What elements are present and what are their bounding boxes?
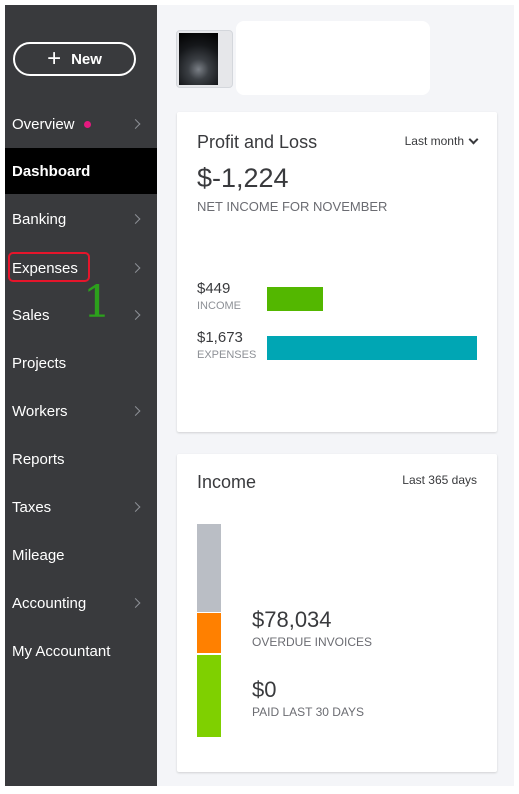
sidebar-item-workers[interactable]: Workers [5, 388, 157, 434]
company-name-box [236, 21, 430, 95]
card-title: Profit and Loss [197, 132, 318, 152]
overdue-invoices-segment[interactable] [197, 613, 221, 653]
sidebar-item-label: Banking [12, 210, 67, 228]
income-bar[interactable] [267, 287, 323, 311]
expenses-bar[interactable] [267, 336, 477, 360]
sidebar-item-mileage[interactable]: Mileage [5, 532, 157, 578]
sidebar-item-projects[interactable]: Projects [5, 340, 157, 386]
period-label: Last month [404, 134, 464, 148]
sidebar-item-label: Overview [12, 115, 75, 133]
sidebar-item-overview[interactable]: Overview [5, 101, 157, 147]
sidebar-item-label: Expenses [12, 259, 78, 277]
open-invoices-segment[interactable] [197, 524, 221, 612]
chevron-right-icon [130, 214, 141, 224]
chevron-right-icon [130, 119, 141, 129]
sidebar-item-sales[interactable]: Sales [5, 292, 157, 338]
profit-and-loss-card[interactable]: Profit and Loss Last month $-1,224 NET I… [177, 112, 497, 432]
paid-value[interactable]: $0 [252, 677, 277, 702]
expenses-label: EXPENSES [197, 349, 257, 361]
sidebar-item-expenses[interactable]: Expenses [5, 245, 157, 291]
net-income-caption: NET INCOME FOR NOVEMBER [197, 199, 388, 214]
app-window: + New Overview Dashboard Banking Expense… [5, 5, 514, 786]
overdue-label: OVERDUE INVOICES [252, 635, 373, 649]
sidebar-item-label: My Accountant [12, 642, 111, 660]
plus-icon: + [47, 45, 62, 72]
step-annotation: 1 [83, 277, 111, 328]
sidebar-item-label: Dashboard [12, 162, 91, 180]
chevron-right-icon [130, 598, 141, 608]
new-button-label: New [71, 50, 102, 68]
sidebar-item-label: Reports [12, 450, 65, 468]
income-label: INCOME [197, 300, 241, 312]
company-logo[interactable] [176, 30, 233, 88]
new-button[interactable]: + New [13, 42, 136, 76]
card-title: Income [197, 472, 257, 492]
sidebar-item-label: Accounting [12, 594, 87, 612]
sidebar-item-label: Projects [12, 354, 67, 372]
net-income-value: $-1,224 [197, 163, 289, 193]
sidebar-item-label: Workers [12, 402, 68, 420]
chevron-right-icon [130, 502, 141, 512]
sidebar-item-accounting[interactable]: Accounting [5, 580, 157, 626]
expenses-highlight-box [8, 252, 90, 282]
period-label: Last 365 days [402, 473, 477, 487]
sidebar-item-my-accountant[interactable]: My Accountant [5, 628, 157, 674]
period-selector[interactable]: Last month [404, 134, 479, 148]
overdue-value[interactable]: $78,034 [252, 607, 332, 632]
sidebar-item-taxes[interactable]: Taxes [5, 484, 157, 530]
paid-segment[interactable] [197, 655, 221, 737]
sidebar-item-label: Sales [12, 306, 50, 324]
sidebar-item-banking[interactable]: Banking [5, 196, 157, 242]
sidebar: + New Overview Dashboard Banking Expense… [5, 5, 157, 786]
logo-image [179, 33, 218, 85]
chevron-right-icon [130, 310, 141, 320]
notification-dot-icon [83, 120, 91, 128]
income-stack-bar[interactable] [197, 524, 221, 737]
income-card[interactable]: Income Last 365 days $78,034 OVERDUE INV… [177, 454, 497, 772]
sidebar-item-label: Taxes [12, 498, 52, 516]
sidebar-item-label: Mileage [12, 546, 65, 564]
sidebar-item-dashboard[interactable]: Dashboard [5, 148, 157, 194]
expenses-value: $1,673 [197, 329, 243, 346]
paid-label: PAID LAST 30 DAYS [252, 705, 365, 719]
chevron-right-icon [130, 263, 141, 273]
sidebar-item-reports[interactable]: Reports [5, 436, 157, 482]
income-value: $449 [197, 280, 231, 297]
chevron-down-icon [468, 134, 479, 144]
chevron-right-icon [130, 406, 141, 416]
